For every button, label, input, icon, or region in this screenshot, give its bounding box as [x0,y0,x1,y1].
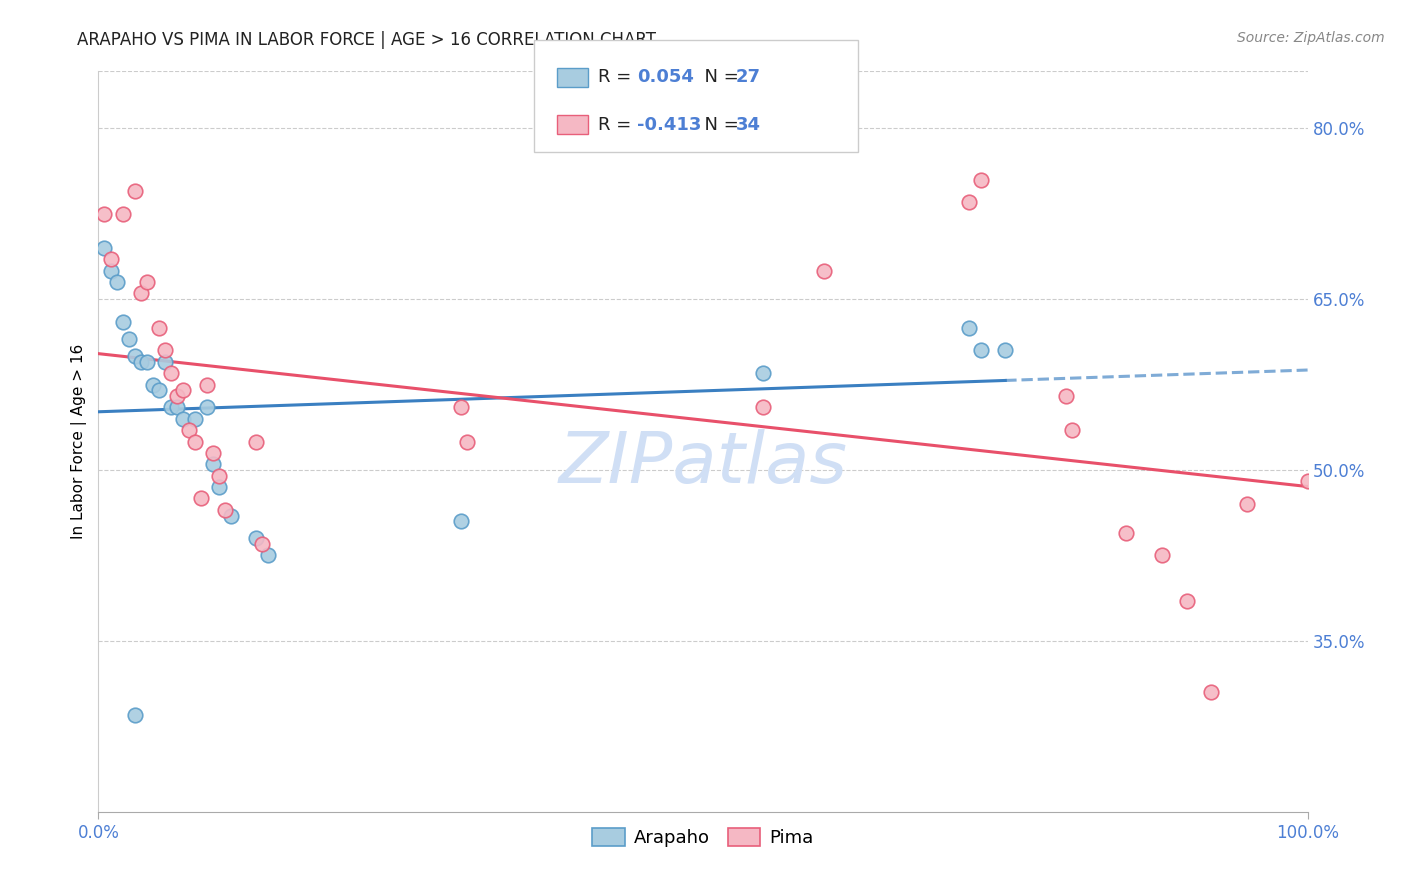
Point [1054,389,1077,403]
Point [184,411,207,425]
Point [214,503,236,517]
Point [1199,685,1222,699]
Text: 27: 27 [735,69,761,87]
Point [195,401,218,415]
Point [142,377,165,392]
Point [153,355,176,369]
Point [172,411,194,425]
Text: R =: R = [598,116,637,134]
Point [450,514,472,528]
Point [129,286,152,301]
Point [994,343,1017,358]
Point [957,320,980,334]
Point [456,434,478,449]
Y-axis label: In Labor Force | Age > 16: In Labor Force | Age > 16 [72,344,87,539]
Text: N =: N = [693,116,745,134]
Text: N =: N = [693,69,745,87]
Point [202,446,225,460]
Point [208,468,231,483]
Point [100,252,122,267]
Point [221,508,243,523]
Text: ZIPatlas: ZIPatlas [558,429,848,499]
Point [166,389,188,403]
Point [1060,423,1083,437]
Point [148,320,170,334]
Point [153,343,176,358]
Point [148,384,170,398]
Point [1236,497,1258,511]
Point [129,355,152,369]
Point [752,401,775,415]
Point [93,241,115,255]
Point [166,401,188,415]
Text: Source: ZipAtlas.com: Source: ZipAtlas.com [1237,31,1385,45]
Text: 0.054: 0.054 [637,69,693,87]
Point [970,172,993,186]
Point [245,434,267,449]
Legend: Arapaho, Pima: Arapaho, Pima [585,821,821,855]
Text: R =: R = [598,69,637,87]
Point [111,315,134,329]
Point [256,549,278,563]
Point [1115,525,1137,540]
Point [160,401,183,415]
Point [184,434,207,449]
Point [957,195,980,210]
Text: -0.413: -0.413 [637,116,702,134]
Point [179,423,201,437]
Point [135,355,157,369]
Point [124,184,146,198]
Point [813,263,835,277]
Point [245,532,267,546]
Point [105,275,128,289]
Point [135,275,157,289]
Point [100,263,122,277]
Point [1152,549,1174,563]
Point [250,537,273,551]
Text: 34: 34 [735,116,761,134]
Point [970,343,993,358]
Point [450,401,472,415]
Point [111,207,134,221]
Point [208,480,231,494]
Text: ARAPAHO VS PIMA IN LABOR FORCE | AGE > 16 CORRELATION CHART: ARAPAHO VS PIMA IN LABOR FORCE | AGE > 1… [77,31,657,49]
Point [118,332,141,346]
Point [1175,594,1198,608]
Point [124,707,146,722]
Point [202,458,225,472]
Point [93,207,115,221]
Point [190,491,212,506]
Point [1296,475,1319,489]
Point [160,366,183,380]
Point [124,349,146,363]
Point [752,366,775,380]
Point [172,384,194,398]
Point [195,377,218,392]
